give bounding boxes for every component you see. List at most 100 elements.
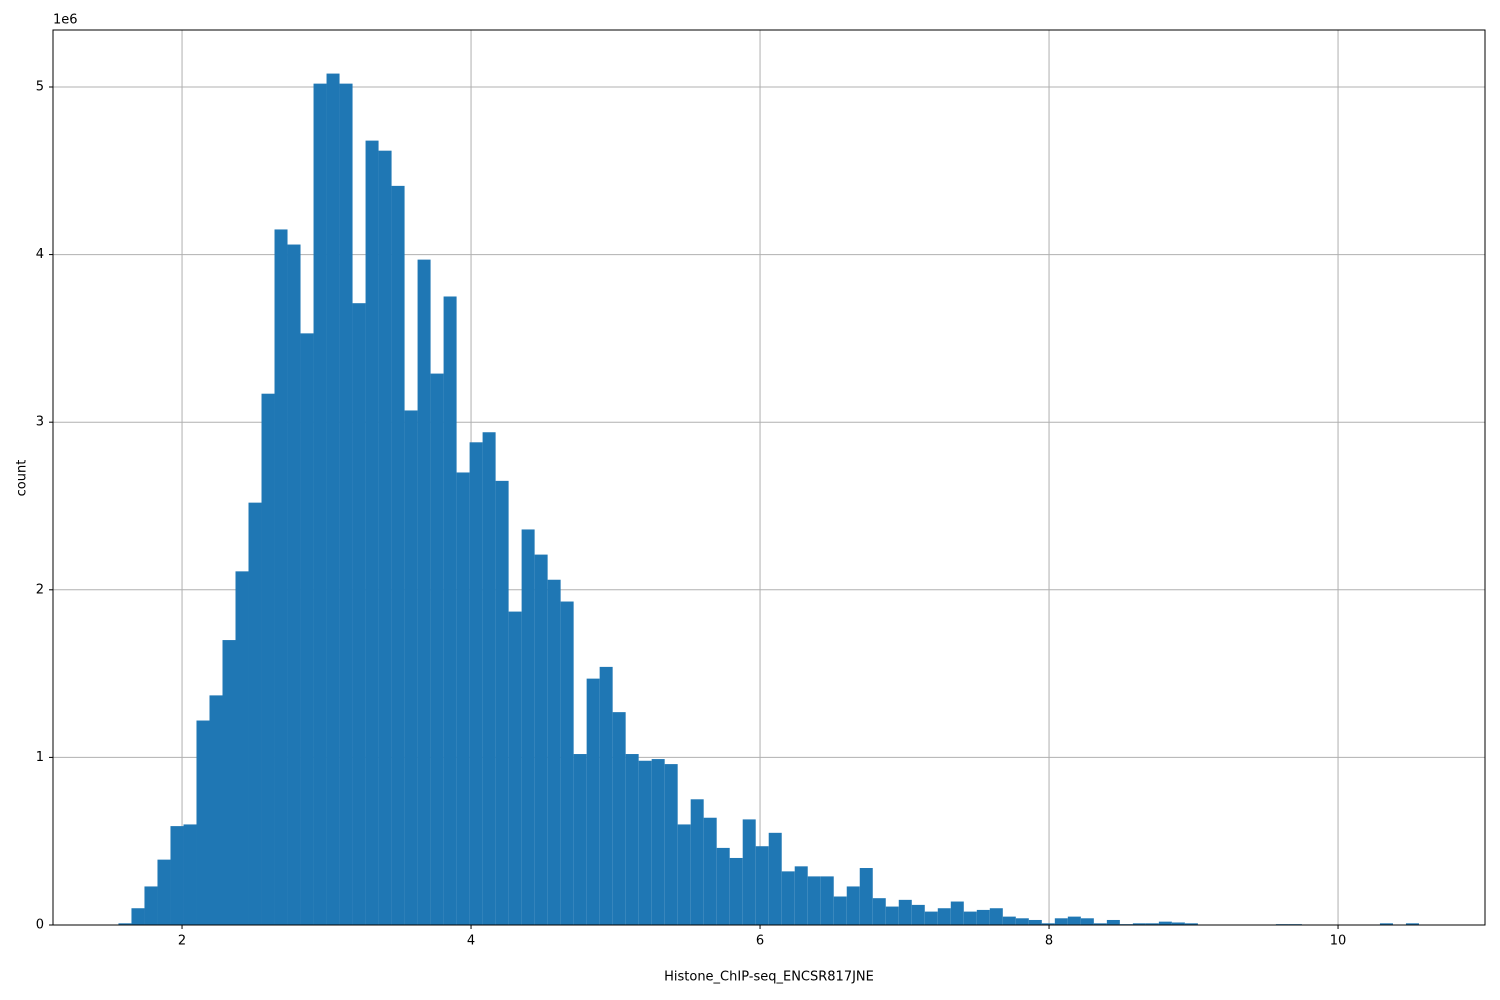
bar: [482, 432, 496, 925]
bar: [196, 720, 210, 925]
bar: [677, 824, 691, 925]
bar: [1041, 923, 1055, 925]
bar: [768, 832, 782, 925]
bar: [235, 571, 249, 925]
bar: [560, 601, 574, 925]
bar: [170, 826, 184, 925]
bar: [833, 896, 847, 925]
bar: [807, 876, 821, 925]
bar: [1080, 918, 1094, 925]
y-tick-label: 3: [36, 415, 44, 430]
bar: [846, 886, 860, 925]
bar: [794, 866, 808, 925]
bar: [950, 901, 964, 925]
bar: [599, 666, 613, 925]
y-offset-label: 1e6: [53, 13, 78, 28]
bar: [1054, 918, 1068, 925]
bar: [1028, 919, 1042, 925]
bar: [222, 640, 236, 925]
bar: [352, 303, 366, 925]
bar: [820, 876, 834, 925]
y-tick-label: 2: [36, 582, 44, 597]
bar: [183, 824, 197, 925]
bar: [417, 259, 431, 926]
bar: [313, 83, 327, 926]
bar: [742, 819, 756, 925]
y-tick-label: 1: [36, 750, 44, 765]
bar: [781, 871, 795, 925]
bar: [209, 695, 223, 925]
plot-frame: [52, 29, 1486, 926]
bar: [1158, 921, 1172, 925]
bar: [1379, 923, 1393, 925]
y-tick-label: 0: [36, 918, 44, 933]
bar: [937, 908, 951, 925]
bar: [989, 908, 1003, 925]
x-tick-label: 6: [756, 934, 764, 949]
bar: [1106, 919, 1120, 925]
bar: [625, 754, 639, 925]
bar: [690, 799, 704, 925]
bar: [638, 760, 652, 925]
bar: [300, 333, 314, 925]
bar: [443, 296, 457, 925]
bar: [339, 83, 353, 926]
bar: [898, 899, 912, 925]
bar: [1067, 916, 1081, 925]
x-tick-label: 4: [467, 934, 475, 949]
bar: [157, 859, 171, 925]
bar: [365, 140, 379, 925]
bar: [1093, 923, 1107, 925]
bar: [456, 472, 470, 925]
bar: [911, 904, 925, 925]
bar: [326, 73, 340, 925]
y-tick-label: 4: [36, 247, 44, 262]
bar: [378, 150, 392, 925]
bar: [651, 759, 665, 925]
bar: [1015, 918, 1029, 925]
bar: [469, 442, 483, 925]
bar: [144, 886, 158, 925]
bar: [612, 712, 626, 925]
bar: [924, 911, 938, 925]
bar: [963, 911, 977, 925]
bar: [131, 908, 145, 925]
bar: [521, 529, 535, 925]
bar: [274, 229, 288, 925]
bar: [976, 909, 990, 925]
bar: [1171, 922, 1185, 925]
bar: [248, 502, 262, 925]
x-tick-label: 10: [1330, 934, 1347, 949]
bar: [1184, 923, 1198, 925]
bar: [1002, 916, 1016, 925]
bar: [716, 847, 730, 925]
bar: [534, 554, 548, 925]
bar: [664, 764, 678, 925]
bar: [391, 185, 405, 925]
bar: [430, 373, 444, 925]
y-axis-label: count: [15, 460, 30, 497]
bar: [261, 393, 275, 926]
bar: [586, 678, 600, 925]
x-tick-label: 2: [178, 934, 186, 949]
bar: [118, 923, 132, 925]
bar: [872, 898, 886, 925]
bar: [404, 410, 418, 925]
bar: [885, 906, 899, 925]
bar: [1405, 923, 1419, 925]
y-tick-label: 5: [36, 79, 44, 94]
bar: [755, 846, 769, 925]
bar: [1132, 923, 1146, 925]
bar: [729, 857, 743, 925]
bar: [547, 579, 561, 925]
bar: [859, 868, 873, 925]
x-axis-label: Histone_ChIP-seq_ENCSR817JNE: [664, 970, 874, 985]
bar: [1145, 923, 1159, 925]
bar: [703, 817, 717, 925]
x-tick-label: 8: [1045, 934, 1053, 949]
bar: [573, 754, 587, 925]
bar: [508, 611, 522, 925]
bar: [287, 244, 301, 925]
bar: [495, 480, 509, 925]
